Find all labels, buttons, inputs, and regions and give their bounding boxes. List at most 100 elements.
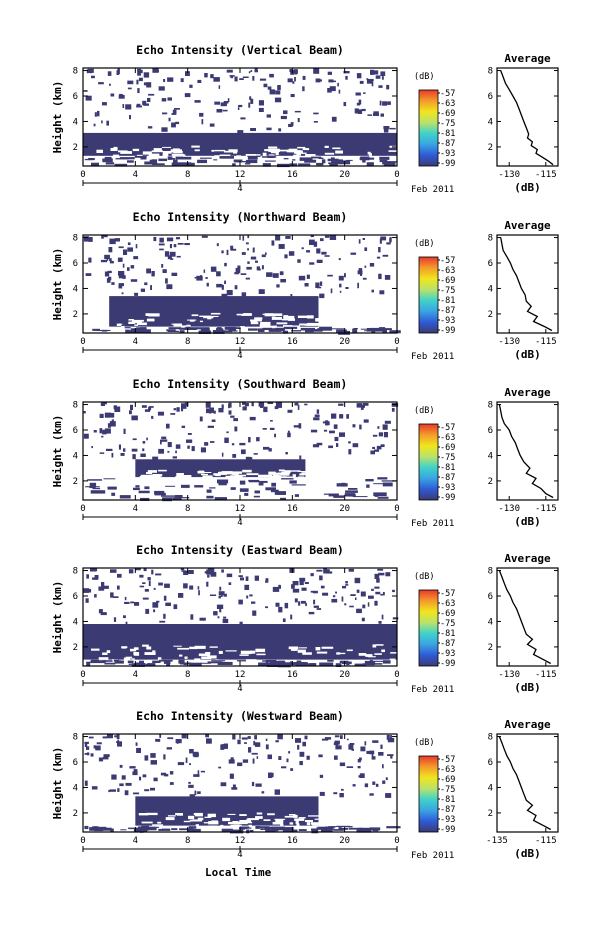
- echo-gap: [390, 652, 398, 654]
- echo-patch: [244, 402, 249, 407]
- x-tick-label: 4: [133, 337, 138, 347]
- echo-patch: [160, 772, 167, 776]
- echo-patch: [111, 282, 115, 285]
- echo-patch: [216, 109, 223, 113]
- profile-frame: [496, 567, 559, 667]
- echo-gap: [324, 152, 335, 155]
- echo-patch: [131, 415, 138, 421]
- colorbar-unit: (dB): [414, 406, 434, 416]
- echo-patch: [374, 449, 380, 452]
- echo-gap: [297, 315, 310, 318]
- echo-patch: [234, 426, 238, 432]
- echo-patch: [127, 242, 131, 246]
- echo-patch: [270, 420, 273, 422]
- echo-gap: [227, 813, 236, 815]
- echo-patch: [114, 735, 117, 738]
- echo-gap: [144, 652, 156, 655]
- echo-patch: [304, 582, 309, 584]
- profile-y-tick-label: 8: [488, 234, 493, 244]
- echo-patch: [305, 602, 307, 607]
- echo-patch: [319, 575, 323, 581]
- echo-gap: [197, 817, 204, 821]
- echo-patch: [104, 428, 111, 434]
- echo-patch: [316, 248, 321, 254]
- echo-patch: [348, 568, 354, 572]
- colorbar-tick-label: -87: [440, 306, 455, 316]
- echo-gap: [239, 820, 248, 823]
- echo-gap: [269, 325, 277, 329]
- echo-patch: [284, 602, 289, 609]
- colorbar: [418, 423, 439, 501]
- echo-gap: [306, 822, 311, 826]
- echo-patch: [316, 442, 323, 446]
- echo-patch: [287, 409, 293, 413]
- echo-patch: [143, 72, 150, 78]
- profile-title: Average: [504, 718, 551, 731]
- colorbar-tick-label: -75: [440, 785, 455, 795]
- echo-patch: [127, 80, 134, 85]
- echo-patch: [150, 760, 157, 765]
- echo-patch: [110, 592, 114, 598]
- echo-patch: [327, 88, 332, 93]
- echo-patch: [372, 434, 378, 437]
- echo-gap: [272, 474, 280, 478]
- echo-patch: [145, 663, 155, 667]
- echo-patch: [386, 242, 391, 245]
- echo-patch: [193, 751, 199, 758]
- echo-patch: [232, 734, 236, 740]
- echo-patch: [103, 585, 109, 589]
- echo-patch: [117, 788, 120, 792]
- profile-frame: [496, 67, 559, 167]
- echo-patch: [217, 479, 229, 484]
- echo-patch: [194, 790, 197, 796]
- echo-gap: [295, 820, 299, 824]
- echo-patch: [251, 402, 254, 407]
- echo-gap: [175, 476, 181, 480]
- echo-patch: [246, 457, 253, 463]
- echo-patch: [352, 424, 356, 428]
- echo-patch: [382, 101, 388, 106]
- echo-patch: [271, 482, 276, 487]
- echo-patch: [113, 596, 119, 598]
- echo-patch: [357, 282, 359, 289]
- echo-patch: [251, 601, 256, 604]
- echo-patch: [195, 327, 210, 330]
- echo-gap: [233, 821, 240, 825]
- echo-patch: [158, 448, 164, 454]
- echo-patch: [118, 444, 121, 450]
- echo-gap: [299, 473, 305, 476]
- echo-patch: [102, 736, 108, 739]
- echo-patch: [138, 77, 143, 82]
- echo-patch: [181, 734, 187, 739]
- echo-patch: [336, 443, 339, 447]
- y-tick-label: 8: [73, 67, 78, 77]
- echo-patch: [344, 273, 346, 278]
- echo-patch: [345, 75, 348, 80]
- echo-gap: [259, 324, 270, 327]
- echo-patch: [116, 70, 120, 75]
- echo-gap: [263, 819, 271, 821]
- echo-patch: [188, 828, 201, 832]
- echo-patch: [283, 326, 298, 329]
- echo-patch: [199, 617, 206, 621]
- echo-patch: [319, 326, 332, 331]
- echo-gap: [246, 659, 257, 663]
- echo-patch: [152, 602, 159, 608]
- echo-gap: [274, 818, 286, 820]
- colorbar-tick-label: -63: [440, 99, 455, 109]
- echo-patch: [200, 770, 205, 773]
- echo-gap: [148, 153, 160, 157]
- echo-patch: [390, 755, 393, 759]
- echo-gap: [199, 315, 212, 317]
- echo-patch: [369, 263, 375, 267]
- echo-patch: [221, 250, 224, 254]
- echo-patch: [272, 586, 280, 592]
- echo-patch: [379, 290, 385, 295]
- echo-patch: [94, 112, 97, 117]
- echo-gap: [255, 816, 263, 819]
- y-tick-label: 6: [73, 426, 78, 436]
- echo-patch: [130, 404, 133, 410]
- echo-patch: [377, 568, 384, 571]
- echo-patch: [167, 451, 170, 453]
- profile-x-tick-label: -130: [498, 504, 520, 514]
